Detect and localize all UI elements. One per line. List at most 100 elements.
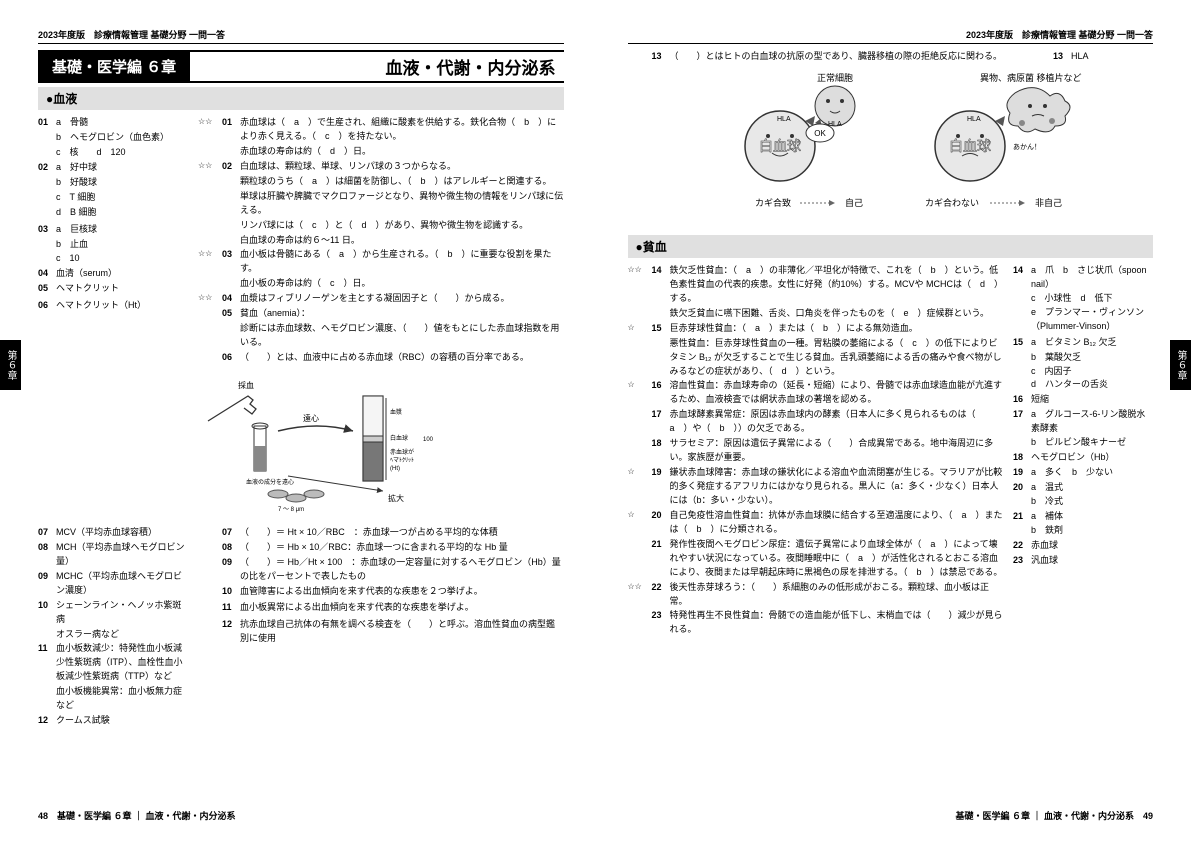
question-row: ☆19鎌状赤血球障害：赤血球の鎌状化による溶血や血流閉塞が生じる。マラリアが比較… — [628, 466, 1004, 508]
question-row: 赤血球の寿命は約（ d ）日。 — [198, 145, 564, 159]
answer-row: 22赤血球 — [1013, 539, 1153, 553]
answer-row: 23汎血球 — [1013, 554, 1153, 568]
questions-col-2: 07（ ）＝ Ht × 10／RBC ：赤血球一つが占める平均的な体積08（ ）… — [198, 526, 564, 729]
question-row: ☆20自己免疫性溶血性貧血：抗体が赤血球膜に結合する至適温度により、（ a ）ま… — [628, 509, 1004, 537]
svg-text:100: 100 — [423, 437, 434, 443]
question-row: 21発作性夜間ヘモグロビン尿症：遺伝子異常により血球全体が（ a ）によって壊れ… — [628, 538, 1004, 580]
chapter-bar: 基礎・医学編 ６章 血液・代謝・内分泌系 — [38, 50, 564, 83]
answer-row: オスラー病など — [38, 628, 188, 642]
answer-row: c 核 d 120 — [38, 146, 188, 160]
header-publisher-r: 2023年度版 診療情報管理 基礎分野 一問一答 — [628, 28, 1154, 44]
answers-col-1: 01a 骨髄b ヘモグロビン（血色素）c 核 d 12002a 好中球b 好酸球… — [38, 116, 188, 366]
svg-text:採血: 採血 — [238, 380, 254, 390]
content-q13: 13（ ）とはヒトの白血球の抗原の型であり、臓器移植の際の拒絶反応に関わる。 1… — [628, 50, 1154, 65]
question-row: 09（ ）＝ Hb／Ht × 100 ：赤血球の一定容量に対するヘモグロビン（H… — [198, 556, 564, 584]
answer-row: b 好酸球 — [38, 176, 188, 190]
header-publisher: 2023年度版 診療情報管理 基礎分野 一問一答 — [38, 28, 564, 44]
question-row: 白血球の寿命は約６〜11 日。 — [198, 234, 564, 248]
answer-row: 07MCV（平均赤血球容積） — [38, 526, 188, 540]
answer-row: 01a 骨髄 — [38, 116, 188, 130]
question-row: 13（ ）とはヒトの白血球の抗原の型であり、臓器移植の際の拒絶反応に関わる。 — [628, 50, 1044, 64]
answer-row: 09MCHC（平均赤血球ヘモグロビン濃度） — [38, 570, 188, 598]
question-row: ☆15巨赤芽球性貧血：（ a ）または（ b ）による無効造血。 — [628, 322, 1004, 336]
question-row: リンパ球には（ c ）と（ d ）があり、異物や微生物を認識する。 — [198, 219, 564, 233]
answer-row: b ヘモグロビン（血色素） — [38, 131, 188, 145]
question-row: 07（ ）＝ Ht × 10／RBC ：赤血球一つが占める平均的な体積 — [198, 526, 564, 540]
question-row: 18サラセミア：原因は遺伝子異常による（ ）合成異常である。地中海周辺に多い。家… — [628, 437, 1004, 465]
question-row: 23特発性再生不良性貧血：骨髄での造血能が低下し、末梢血では（ ）減少が見られる… — [628, 609, 1004, 637]
svg-text:非自己: 非自己 — [1035, 197, 1062, 208]
svg-text:正常細胞: 正常細胞 — [817, 72, 853, 83]
question-row: 悪性貧血：巨赤芽球性貧血の一種。胃粘膜の萎縮による（ c ）の低下によりビタミン… — [628, 337, 1004, 379]
svg-text:カギ合致: カギ合致 — [755, 197, 791, 208]
svg-text:OK: OK — [814, 129, 826, 138]
answer-row: b 止血 — [38, 238, 188, 252]
answer-row: 20a 温式 b 冷式 — [1013, 481, 1153, 509]
svg-text:カギ合わない: カギ合わない — [925, 197, 979, 208]
svg-text:血液の成分を遠心: 血液の成分を遠心 — [246, 478, 294, 486]
answer-row: 05ヘマトクリット — [38, 282, 188, 296]
question-row: 05貧血（anemia）： — [198, 307, 564, 321]
svg-text:白血球: 白血球 — [759, 138, 801, 154]
chapter-label: 基礎・医学編 ６章 — [38, 52, 190, 81]
left-page: 2023年度版 診療情報管理 基礎分野 一問一答 基礎・医学編 ６章 血液・代謝… — [0, 0, 596, 842]
question-row: ☆☆14鉄欠乏性貧血：（ a ）の非薄化／平坦化が特徴で、これを（ b ）という… — [628, 264, 1004, 306]
question-row: 10血管障害による出血傾向を来す代表的な疾患を２つ挙げよ。 — [198, 585, 564, 599]
svg-text:HLA: HLA — [828, 121, 842, 128]
answer-row: d B 細胞 — [38, 206, 188, 220]
svg-text:異物、病原菌 移植片など: 異物、病原菌 移植片など — [980, 72, 1082, 83]
question-row: 08（ ）＝ Hb × 10／RBC：赤血球一つに含まれる平均的な Hb 量 — [198, 541, 564, 555]
answer-row: 06ヘマトクリット（Ht） — [38, 299, 188, 313]
answer-row: 15a ビタミン B₁₂ 欠乏 — [1013, 336, 1153, 350]
question-row: 顆粒球のうち（ a ）は細菌を防御し、（ b ）はアレルギーと関連する。 — [198, 175, 564, 189]
svg-text:白血球: 白血球 — [949, 138, 991, 154]
answer-row: 血小板機能異常：血小板無力症など — [38, 685, 188, 713]
questions-col-1: ☆☆01赤血球は（ a ）で生産され、組織に酸素を供給する。鉄化合物（ b ）に… — [198, 116, 564, 366]
answer-row: c T 細胞 — [38, 191, 188, 205]
question-row: ☆☆22後天性赤芽球ろう：（ ）系細胞のみの低形成がおこる。顆粒球、血小板は正常… — [628, 581, 1004, 609]
answer-row: 14a 爪 b さじ状爪（spoon nail） c 小球性 d 低下 e プラ… — [1013, 264, 1153, 334]
question-row: 12抗赤血球自己抗体の有無を調べる検査を（ ）と呼ぶ。溶血性貧血の病型鑑別に使用 — [198, 618, 564, 646]
question-row: ☆☆03血小板は骨髄にある（ a ）から生産される。（ b ）に重要な役割を果た… — [198, 248, 564, 276]
hla-diagram: 白血球 正常細胞 OK HLA HLA 白血球 異物、病原菌 移植片など あか — [628, 71, 1154, 221]
answer-row: 18ヘモグロビン（Hb） — [1013, 451, 1153, 465]
answer-row: b 葉酸欠乏 c 内因子 d ハンターの舌炎 — [1013, 351, 1153, 393]
right-page: 2023年度版 診療情報管理 基礎分野 一問一答 13（ ）とはヒトの白血球の抗… — [596, 0, 1191, 842]
answer-row: 19a 多く b 少ない — [1013, 466, 1153, 480]
svg-text:ﾍマﾄｸﾘｯﾄ: ﾍマﾄｸﾘｯﾄ — [390, 457, 414, 464]
answers-col-2: 07MCV（平均赤血球容積）08MCH（平均赤血球ヘモグロビン量）09MCHC（… — [38, 526, 188, 729]
svg-text:(Ht): (Ht) — [390, 466, 400, 472]
right-answers: 14a 爪 b さじ状爪（spoon nail） c 小球性 d 低下 e プラ… — [1013, 264, 1153, 638]
answer-row: 02a 好中球 — [38, 161, 188, 175]
side-tab-left: 第６章 — [0, 340, 21, 390]
content-block-1: 01a 骨髄b ヘモグロビン（血色素）c 核 d 12002a 好中球b 好酸球… — [38, 116, 564, 366]
footer-left: 48 基礎・医学編 ６章 ｜ 血液・代謝・内分泌系 — [38, 809, 236, 822]
q13-question: 13（ ）とはヒトの白血球の抗原の型であり、臓器移植の際の拒絶反応に関わる。 — [628, 50, 1044, 65]
footer-right: 基礎・医学編 ６章 ｜ 血液・代謝・内分泌系 49 — [955, 809, 1153, 822]
content-block-2: 07MCV（平均赤血球容積）08MCH（平均赤血球ヘモグロビン量）09MCHC（… — [38, 526, 564, 729]
svg-text:HLA: HLA — [967, 116, 981, 123]
question-row: 鉄欠乏貧血に嚥下困難、舌炎、口角炎を伴ったものを（ e ）症候群という。 — [628, 307, 1004, 321]
q13-answer: 13HLA — [1053, 50, 1153, 65]
svg-text:HLA: HLA — [777, 116, 791, 123]
question-row: 診断には赤血球数、ヘモグロビン濃度、（ ）値をもとにした赤血球指数を用いる。 — [198, 322, 564, 350]
svg-text:自己: 自己 — [845, 197, 863, 208]
question-row: 11血小板異常による出血傾向を来す代表的な疾患を挙げよ。 — [198, 601, 564, 615]
side-tab-right: 第６章 — [1170, 340, 1191, 390]
hematocrit-diagram: 採血 血液の成分を遠心 遠心 血漿 白血球 赤血球が ﾍマﾄｸﾘｯﾄ (Ht) … — [38, 376, 564, 516]
question-row: 06（ ）とは、血液中に占める赤血球（RBC）の容積の百分率である。 — [198, 351, 564, 365]
content-anemia: ☆☆14鉄欠乏性貧血：（ a ）の非薄化／平坦化が特徴で、これを（ b ）という… — [628, 264, 1154, 638]
section-blood: ●血液 — [38, 87, 564, 110]
svg-text:遠心: 遠心 — [303, 413, 319, 423]
svg-text:血漿: 血漿 — [390, 408, 402, 416]
chapter-title: 血液・代謝・内分泌系 — [386, 54, 564, 79]
answer-row: 03a 巨核球 — [38, 223, 188, 237]
answer-row: 17a グルコース-6-リン酸脱水素酵素 b ピルビン酸キナーゼ — [1013, 408, 1153, 450]
question-row: 単球は肝臓や脾臓でマクロファージとなり、異物や微生物の情報をリンパ球に伝える。 — [198, 190, 564, 218]
question-row: 血小板の寿命は約（ c ）日。 — [198, 277, 564, 291]
question-row: ☆☆04血漿はフィブリノーゲンを主とする凝固因子と（ ）から成る。 — [198, 292, 564, 306]
svg-text:赤血球が: 赤血球が — [390, 448, 414, 456]
svg-text:7 〜 8 μm: 7 〜 8 μm — [278, 507, 304, 513]
answer-row: 21a 補体 b 鉄剤 — [1013, 510, 1153, 538]
svg-text:あかん！: あかん！ — [1013, 143, 1041, 151]
